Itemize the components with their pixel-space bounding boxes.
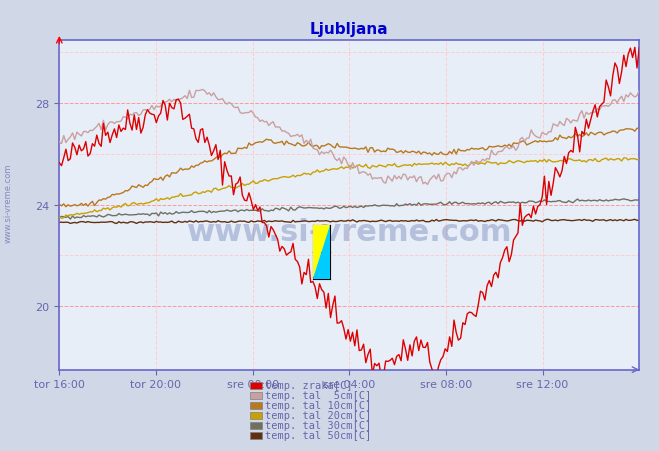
Text: temp. tal 10cm[C]: temp. tal 10cm[C] [265, 400, 371, 410]
Text: temp. tal 20cm[C]: temp. tal 20cm[C] [265, 410, 371, 420]
Text: www.si-vreme.com: www.si-vreme.com [3, 163, 13, 243]
Title: Ljubljana: Ljubljana [310, 22, 389, 37]
Polygon shape [313, 226, 330, 280]
Text: temp. tal  5cm[C]: temp. tal 5cm[C] [265, 391, 371, 400]
Text: www.si-vreme.com: www.si-vreme.com [186, 217, 512, 246]
Polygon shape [313, 226, 330, 280]
Text: temp. tal 50cm[C]: temp. tal 50cm[C] [265, 430, 371, 440]
Text: temp. tal 30cm[C]: temp. tal 30cm[C] [265, 420, 371, 430]
Text: temp. zraka[C]: temp. zraka[C] [265, 381, 353, 391]
